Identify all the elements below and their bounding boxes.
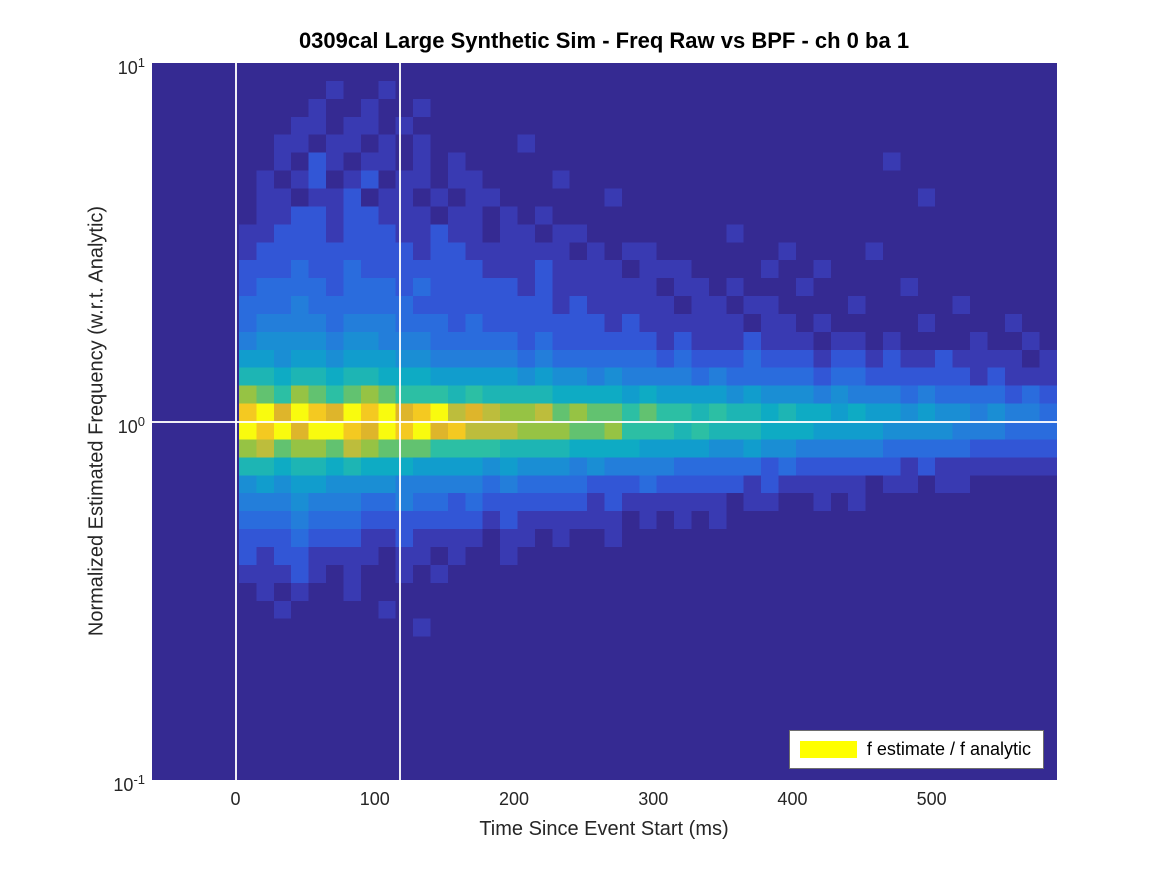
x-tick-label: 100 xyxy=(359,789,390,809)
legend-swatch xyxy=(799,741,857,758)
x-tick-label: 0 xyxy=(230,789,241,809)
unity-reference-line xyxy=(152,420,1057,423)
y-tick-label: 10-1 xyxy=(113,772,145,795)
x-tick-label: 400 xyxy=(777,789,808,809)
y-tick-label: 101 xyxy=(117,55,145,78)
legend: f estimate / f analytic xyxy=(788,730,1044,769)
chart-title: 0309cal Large Synthetic Sim - Freq Raw v… xyxy=(298,28,910,53)
plot-area: f estimate / f analytic xyxy=(152,63,1057,780)
x-tick-label: 200 xyxy=(498,789,530,809)
x-tick-label: 500 xyxy=(916,789,947,809)
y-tick-label: 100 xyxy=(117,413,145,437)
legend-label: f estimate / f analytic xyxy=(866,739,1031,759)
x-tick-label: 300 xyxy=(638,789,669,809)
x-axis-label: Time Since Event Start (ms) xyxy=(479,818,729,840)
